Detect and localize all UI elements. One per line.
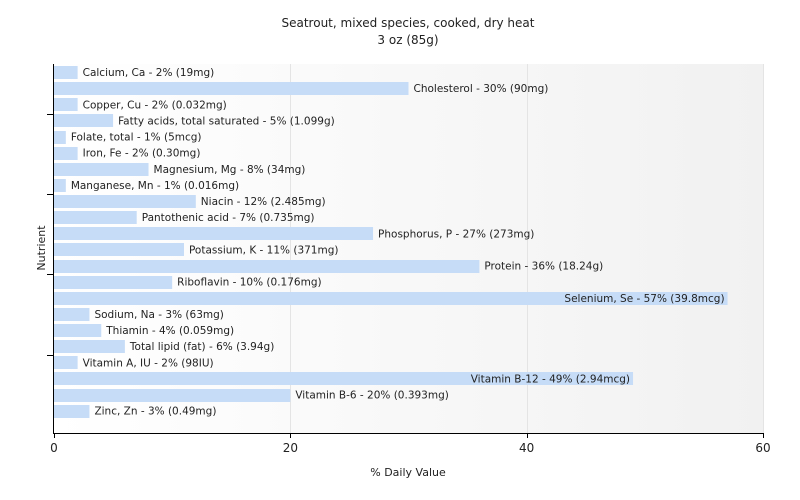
bar [54, 195, 196, 208]
bar-label: Total lipid (fat) - 6% (3.94g) [129, 341, 274, 353]
bar [54, 243, 184, 256]
x-tick-label: 0 [50, 441, 58, 455]
bar [54, 147, 78, 160]
bar-label: Protein - 36% (18.24g) [484, 261, 603, 273]
bar-label: Vitamin B-6 - 20% (0.393mg) [295, 390, 449, 402]
bar [54, 227, 374, 240]
bar-label: Cholesterol - 30% (90mg) [414, 83, 549, 95]
bar [54, 405, 90, 418]
y-axis-title: Nutrient [35, 225, 48, 271]
bar-label: Potassium, K - 11% (371mg) [189, 244, 339, 256]
bar-label: Phosphorus, P - 27% (273mg) [378, 228, 534, 240]
bar-label: Sodium, Na - 3% (63mg) [94, 309, 223, 321]
x-tick-label: 60 [755, 441, 770, 455]
bar [54, 389, 291, 402]
chart-subtitle: 3 oz (85g) [377, 33, 438, 47]
bar [54, 260, 480, 273]
bar [54, 340, 125, 353]
bar-label: Magnesium, Mg - 8% (34mg) [154, 164, 306, 176]
bar [54, 179, 66, 192]
bar [54, 98, 78, 111]
bar [54, 114, 114, 127]
bar-label: Riboflavin - 10% (0.176mg) [177, 277, 321, 289]
bar-label: Folate, total - 1% (5mcg) [71, 132, 202, 144]
x-tick-label: 20 [283, 441, 298, 455]
bar [54, 163, 149, 176]
bar-label: Manganese, Mn - 1% (0.016mg) [71, 180, 239, 192]
bar-label: Calcium, Ca - 2% (19mg) [83, 67, 215, 79]
x-axis-title: % Daily Value [370, 466, 446, 479]
bars [54, 66, 728, 418]
bar-label: Pantothenic acid - 7% (0.735mg) [142, 212, 315, 224]
gridlines [290, 64, 764, 433]
bar-label: Thiamin - 4% (0.059mg) [105, 325, 234, 337]
bar [54, 82, 409, 95]
bar [54, 276, 173, 289]
bar [54, 131, 66, 144]
bar-label: Copper, Cu - 2% (0.032mg) [83, 99, 227, 111]
bar-label: Selenium, Se - 57% (39.8mcg) [564, 293, 724, 305]
bar [54, 211, 137, 224]
y-axis-ticks [47, 114, 54, 356]
bar-label: Zinc, Zn - 3% (0.49mg) [94, 406, 216, 418]
bar-label: Fatty acids, total saturated - 5% (1.099… [118, 115, 335, 127]
bar-label: Vitamin A, IU - 2% (98IU) [83, 357, 214, 369]
bar-labels: Calcium, Ca - 2% (19mg) Cholesterol - 30%… [71, 67, 725, 418]
x-tick-label: 40 [519, 441, 534, 455]
bar [54, 372, 634, 385]
bar [54, 324, 102, 337]
bar [54, 292, 728, 305]
bar [54, 308, 90, 321]
x-axis-ticks: 0 20 40 60 [50, 433, 771, 455]
bar-label: Vitamin B-12 - 49% (2.94mcg) [471, 373, 630, 385]
bar [54, 356, 78, 369]
bar [54, 66, 78, 79]
bar-label: Iron, Fe - 2% (0.30mg) [83, 148, 201, 160]
bar-label: Niacin - 12% (2.485mg) [201, 196, 326, 208]
chart-title: Seatrout, mixed species, cooked, dry hea… [282, 16, 535, 30]
